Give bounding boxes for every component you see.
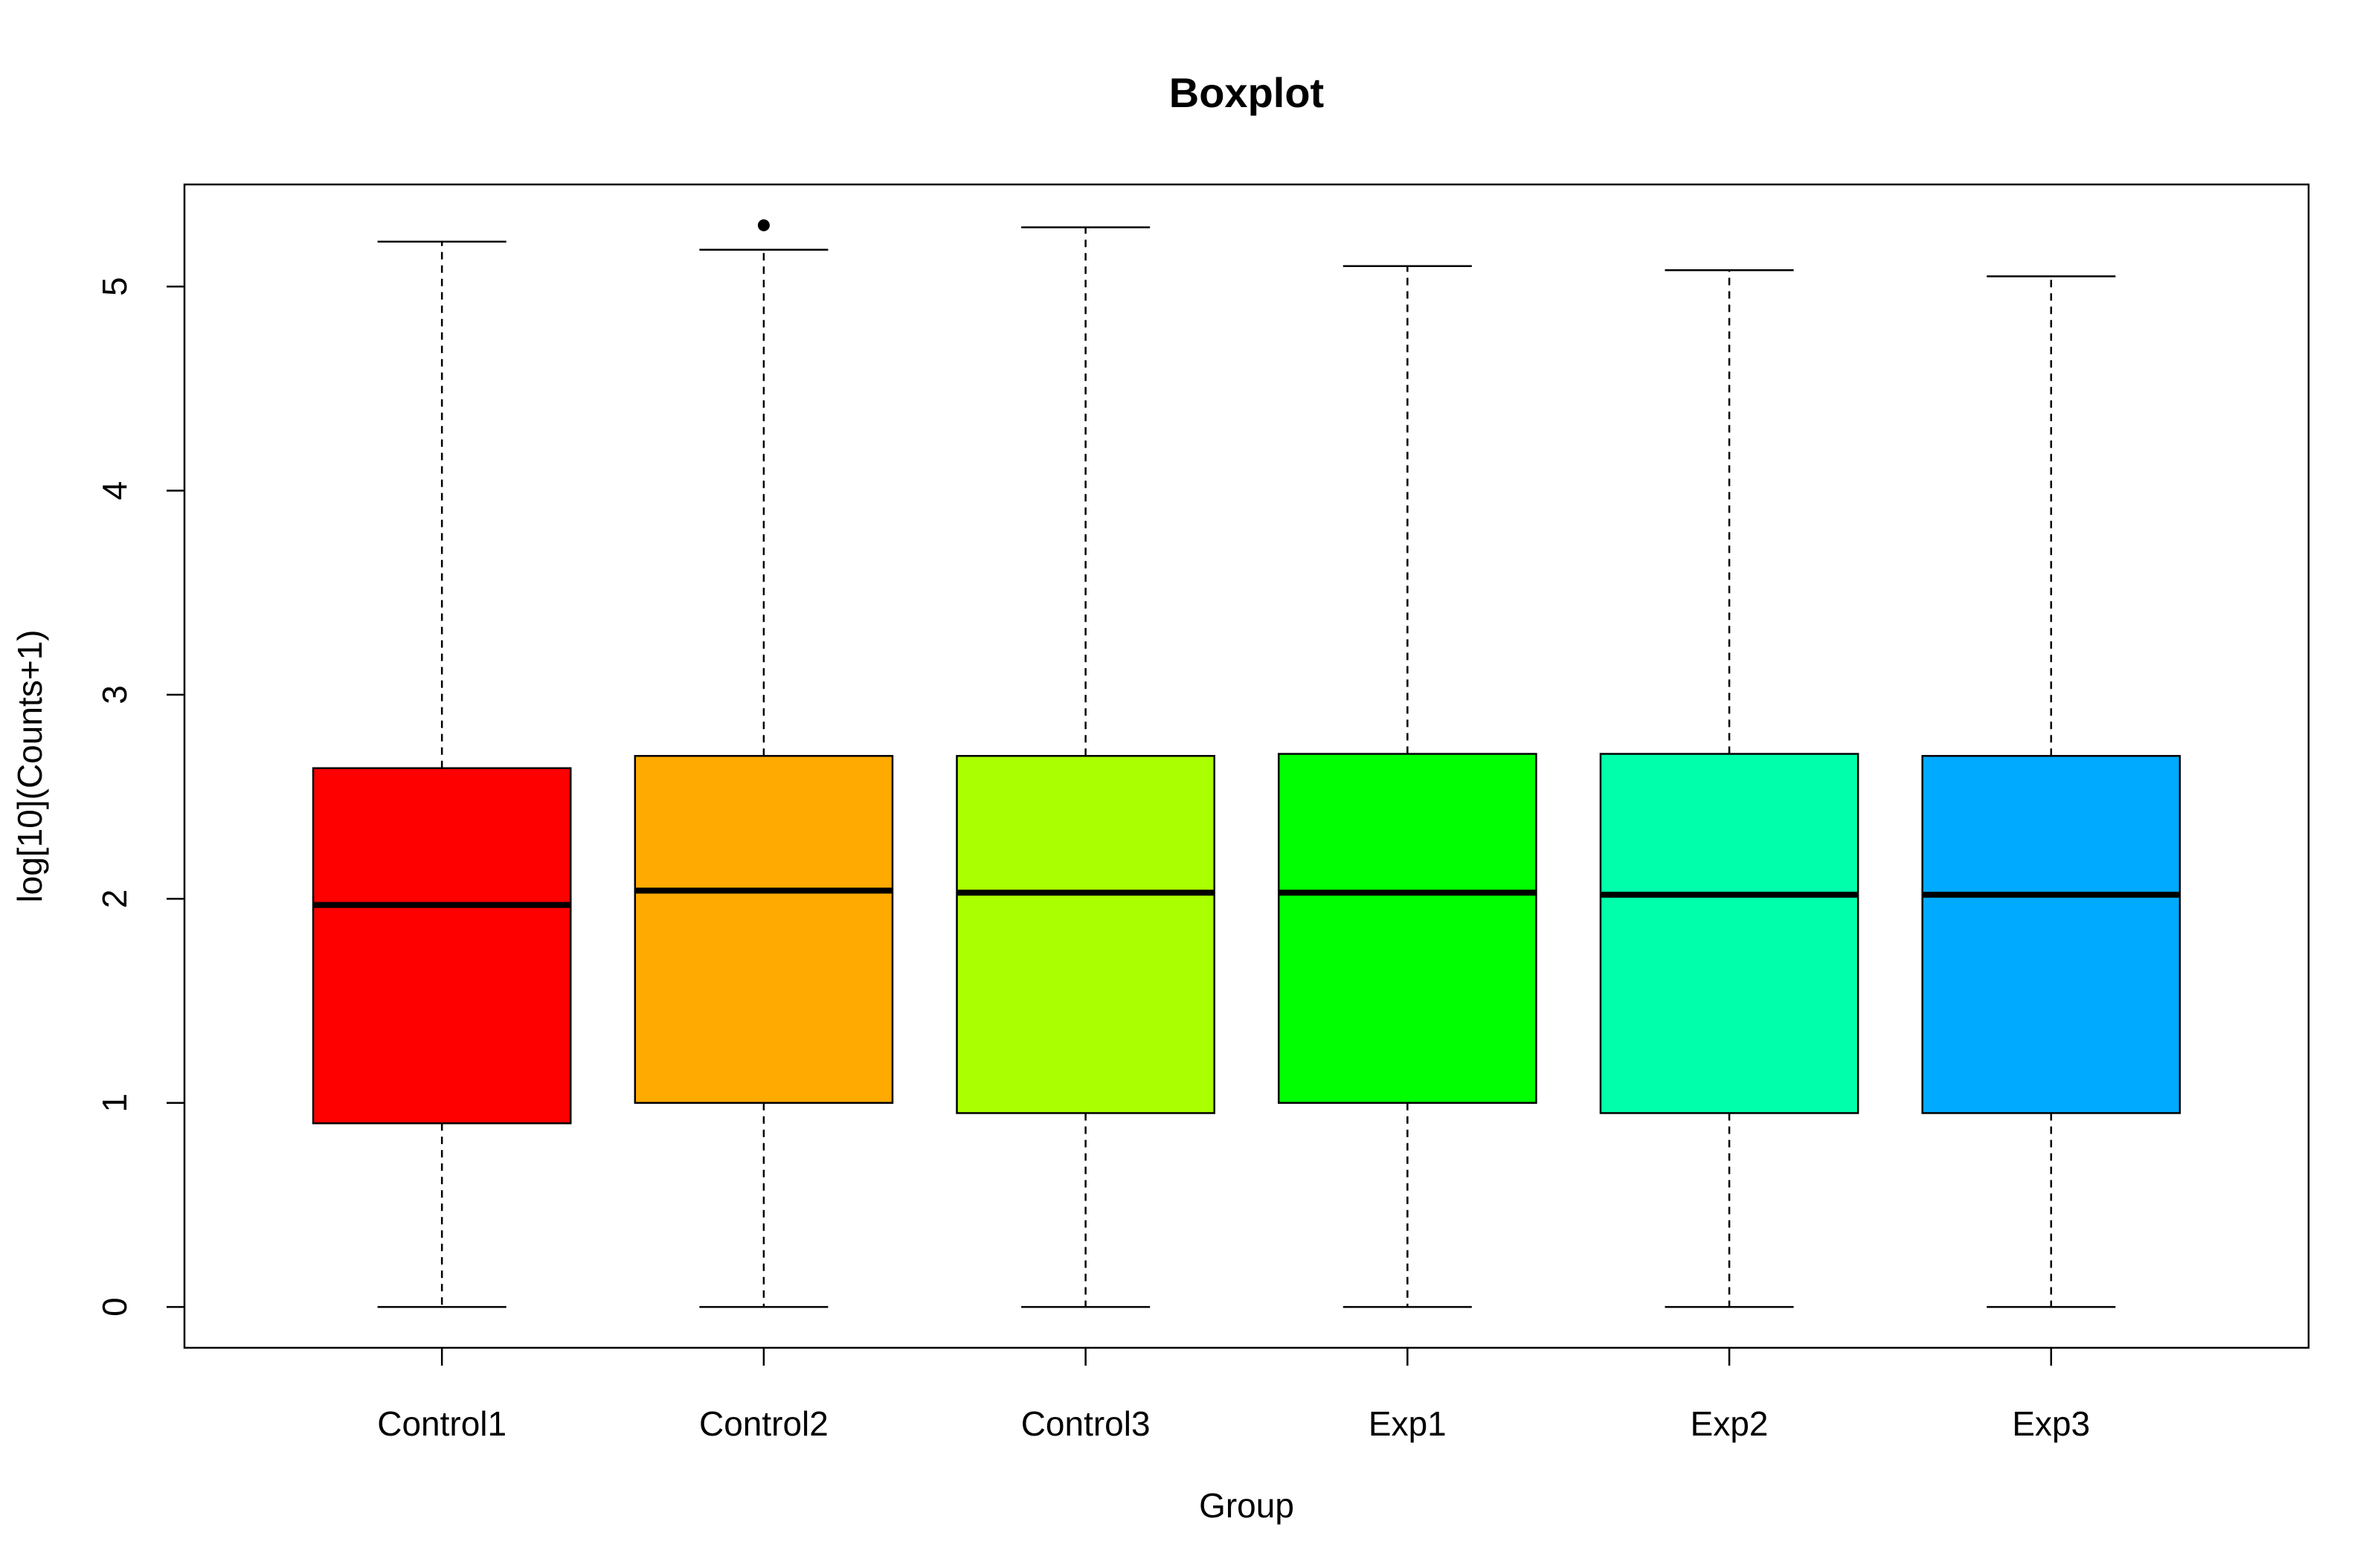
box-body-Control1 — [312, 767, 572, 1125]
box-body-Control3 — [956, 755, 1215, 1114]
x-tick-label-Control3: Control3 — [1021, 1404, 1151, 1443]
x-tick-label-Exp1: Exp1 — [1368, 1404, 1447, 1443]
box-body-Exp1 — [1278, 753, 1537, 1104]
x-tick-label-Control1: Control1 — [377, 1404, 506, 1443]
box-body-Exp3 — [1921, 755, 2181, 1114]
box-body-Exp2 — [1599, 753, 1859, 1114]
box-Exp1 — [1278, 265, 1537, 1308]
box-Control2 — [634, 219, 894, 1308]
y-tick-label-2: 2 — [95, 890, 134, 909]
boxes-layer — [312, 219, 2181, 1308]
chart-title: Boxplot — [1169, 69, 1324, 116]
box-Control3 — [956, 226, 1215, 1308]
y-tick-label-5: 5 — [95, 277, 134, 296]
y-tick-label-3: 3 — [95, 685, 134, 704]
y-axis: 0 1 2 3 4 5 — [95, 277, 184, 1317]
box-body-Control2 — [634, 755, 894, 1104]
box-Control1 — [312, 240, 572, 1308]
x-tick-label-Exp3: Exp3 — [2012, 1404, 2090, 1443]
y-tick-label-1: 1 — [95, 1093, 134, 1113]
x-tick-label-Exp2: Exp2 — [1691, 1404, 1769, 1443]
box-Exp2 — [1599, 269, 1859, 1308]
x-tick-label-Control2: Control2 — [699, 1404, 829, 1443]
x-axis: Control1 Control2 Control3 Exp1 Exp2 Exp3 — [377, 1348, 2090, 1443]
y-tick-label-0: 0 — [95, 1297, 134, 1317]
outlier-Control2-0 — [757, 219, 770, 231]
y-tick-label-4: 4 — [95, 481, 134, 501]
box-Exp3 — [1921, 275, 2181, 1308]
y-axis-label: log[10](Counts+1) — [10, 630, 49, 903]
x-axis-label: Group — [1199, 1486, 1294, 1525]
plot-frame — [183, 183, 2310, 1349]
